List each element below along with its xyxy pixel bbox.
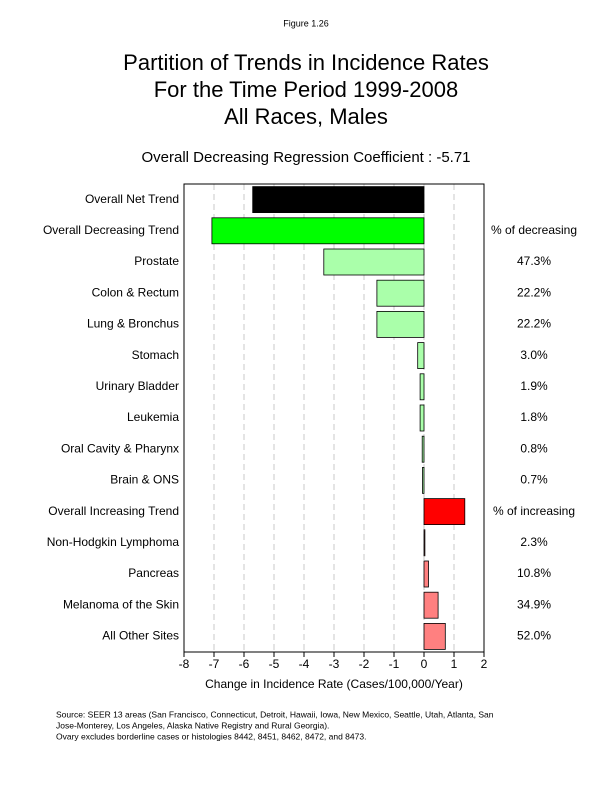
- y-tick-label: Prostate: [134, 254, 179, 268]
- share-label: 2.3%: [520, 535, 548, 549]
- source-note: Ovary excludes borderline cases or histo…: [56, 731, 366, 741]
- y-tick-label: Stomach: [132, 348, 179, 362]
- share-label: 22.2%: [517, 285, 551, 299]
- source-note: Jose-Monterey, Los Angeles, Alaska Nativ…: [56, 720, 329, 730]
- figure-label: Figure 1.26: [283, 18, 329, 28]
- plot-frame: [183, 183, 485, 653]
- x-tick-label: 1: [451, 657, 458, 671]
- share-label: % of increasing: [493, 504, 575, 518]
- x-tick-label: 2: [481, 657, 488, 671]
- share-label: 10.8%: [517, 566, 551, 580]
- share-label: 52.0%: [517, 629, 551, 643]
- x-tick-label: -5: [269, 657, 280, 671]
- x-tick-label: -6: [239, 657, 250, 671]
- x-tick-label: -4: [299, 657, 310, 671]
- chart-title: All Races, Males: [224, 104, 388, 129]
- bar: [423, 591, 439, 619]
- share-label: 22.2%: [517, 317, 551, 331]
- y-tick-label: Non-Hodgkin Lymphoma: [47, 535, 180, 549]
- x-tick-label: 0: [421, 657, 428, 671]
- x-axis-label: Change in Incidence Rate (Cases/100,000/…: [205, 677, 463, 691]
- bar: [421, 435, 425, 463]
- x-tick-label: -1: [389, 657, 400, 671]
- bar: [423, 498, 466, 526]
- y-tick-label: Urinary Bladder: [96, 379, 179, 393]
- share-label: 34.9%: [517, 597, 551, 611]
- source-note: Source: SEER 13 areas (San Francisco, Co…: [56, 709, 494, 719]
- share-label: 1.9%: [520, 379, 548, 393]
- y-tick-label: Overall Net Trend: [85, 192, 179, 206]
- bar: [419, 404, 425, 432]
- y-tick-label: Melanoma of the Skin: [63, 597, 179, 611]
- x-tick-label: -7: [209, 657, 220, 671]
- bar: [376, 279, 425, 307]
- subtitle: Overall Decreasing Regression Coefficien…: [141, 149, 470, 166]
- bar: [423, 529, 426, 557]
- y-tick-label: Pancreas: [128, 566, 179, 580]
- y-tick-label: Oral Cavity & Pharynx: [61, 441, 179, 455]
- bar: [423, 623, 446, 650]
- chart-title: For the Time Period 1999-2008: [154, 77, 459, 102]
- x-tick-label: -3: [329, 657, 340, 671]
- y-tick-label: All Other Sites: [102, 629, 179, 643]
- bar: [252, 186, 425, 214]
- bar: [422, 466, 425, 494]
- share-label: 0.8%: [520, 441, 548, 455]
- bar: [323, 248, 425, 276]
- y-tick-label: Brain & ONS: [110, 473, 179, 487]
- y-tick-label: Overall Increasing Trend: [48, 504, 179, 518]
- share-label: 1.8%: [520, 410, 548, 424]
- share-label: 3.0%: [520, 348, 548, 362]
- bar: [376, 310, 425, 338]
- share-label: 0.7%: [520, 473, 548, 487]
- share-label: % of decreasing: [491, 223, 577, 237]
- chart-title: Partition of Trends in Incidence Rates: [123, 50, 489, 75]
- bar: [211, 217, 425, 245]
- bar: [419, 373, 425, 401]
- y-tick-label: Colon & Rectum: [92, 285, 179, 299]
- x-tick-label: -2: [359, 657, 370, 671]
- share-label: 47.3%: [517, 254, 551, 268]
- bar: [417, 342, 425, 370]
- y-tick-label: Lung & Bronchus: [87, 317, 179, 331]
- x-tick-label: -8: [179, 657, 190, 671]
- y-tick-label: Leukemia: [127, 410, 179, 424]
- bar: [423, 560, 429, 588]
- y-tick-label: Overall Decreasing Trend: [43, 223, 179, 237]
